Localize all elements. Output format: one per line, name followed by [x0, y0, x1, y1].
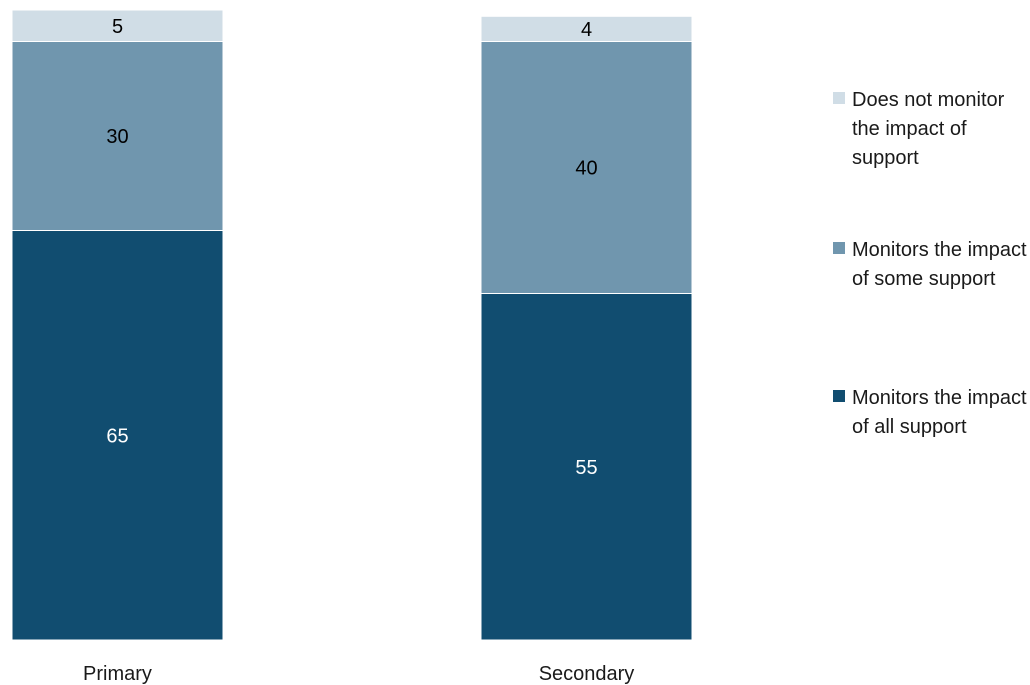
legend-item-1: Monitors the impact of some support: [833, 236, 1027, 294]
data-label-primary-1: 30: [106, 126, 128, 148]
category-label-secondary: Secondary: [539, 663, 635, 685]
bar-segment-primary-2: [11, 9, 224, 42]
legend-label: Monitors the impact of all support: [852, 387, 1027, 438]
bar-segment-secondary-1: [480, 41, 693, 294]
bar-segment-primary-0: [11, 230, 224, 641]
data-label-primary-2: 5: [112, 16, 123, 38]
legend-item-2: Does not monitor the impact of support: [833, 86, 1027, 173]
legend-item-0: Monitors the impact of all support: [833, 384, 1027, 442]
legend-label: Monitors the impact of some support: [852, 239, 1027, 290]
data-label-secondary-1: 40: [575, 158, 597, 180]
legend-label: Does not monitor the impact of support: [852, 89, 1005, 169]
data-label-secondary-0: 55: [575, 457, 597, 479]
data-label-secondary-2: 4: [581, 19, 592, 41]
bar-segment-primary-1: [11, 41, 224, 231]
legend-swatch: [833, 242, 845, 254]
data-label-primary-0: 65: [106, 425, 128, 447]
bar-segment-secondary-0: [480, 293, 693, 641]
category-label-primary: Primary: [83, 663, 152, 685]
bar-segment-secondary-2: [480, 15, 693, 42]
legend-swatch: [833, 92, 845, 104]
legend-swatch: [833, 390, 845, 402]
